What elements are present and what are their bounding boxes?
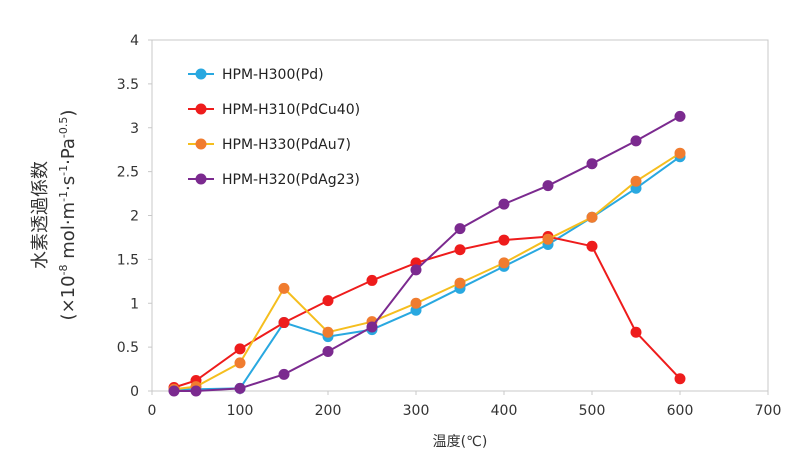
legend-label: HPM-H330(PdAu7)	[222, 137, 351, 153]
data-point	[234, 343, 246, 355]
x-tick-label: 300	[403, 403, 430, 419]
x-tick-label: 500	[579, 403, 606, 419]
y-tick-label: 1.5	[117, 252, 139, 268]
y-tick-label: 0.5	[117, 340, 139, 356]
data-point	[674, 373, 686, 385]
legend-marker-swatch	[195, 103, 207, 115]
data-point	[322, 346, 334, 358]
data-point	[454, 244, 466, 256]
data-point	[674, 147, 686, 159]
x-tick-label: 700	[755, 403, 782, 419]
series-line	[173, 155, 681, 392]
x-tick-label: 100	[227, 403, 254, 419]
legend-label: HPM-H300(Pd)	[222, 67, 324, 83]
y-axis-title-line2: (×10-8 mol·m-1·s-1·Pa-0.5)	[57, 110, 79, 321]
data-point	[234, 382, 246, 394]
y-axis: 0 0.5 1 1.5 2 2.5 3 3.5 4	[117, 33, 152, 400]
data-point	[366, 321, 378, 333]
data-point	[630, 135, 642, 147]
legend-item: HPM-H320(PdAg23)	[188, 172, 360, 188]
plot-area-frame	[151, 39, 769, 392]
data-point	[630, 175, 642, 187]
data-point	[322, 326, 334, 338]
x-axis-title: 温度(℃)	[433, 434, 488, 450]
data-point	[586, 158, 598, 170]
series-3	[168, 110, 686, 397]
x-tick-label: 200	[315, 403, 342, 419]
x-axis: 0 100 200 300 400 500 600 700	[148, 391, 782, 419]
data-point	[366, 274, 378, 286]
y-tick-label: 3	[130, 121, 139, 137]
data-point	[498, 198, 510, 210]
data-point	[278, 368, 290, 380]
data-point	[168, 385, 180, 397]
data-point	[410, 297, 422, 309]
legend-item: HPM-H330(PdAu7)	[188, 137, 351, 153]
data-point	[278, 317, 290, 329]
data-point	[278, 282, 290, 294]
series-2	[168, 147, 686, 395]
x-tick-label: 600	[667, 403, 694, 419]
legend-marker-swatch	[195, 68, 207, 80]
data-point	[190, 385, 202, 397]
y-tick-label: 3.5	[117, 77, 139, 93]
data-point	[454, 277, 466, 289]
series-layer	[168, 110, 686, 397]
y-tick-label: 4	[130, 33, 139, 49]
x-tick-label: 0	[148, 403, 157, 419]
data-point	[586, 240, 598, 252]
data-point	[498, 234, 510, 246]
series-1	[168, 231, 686, 393]
data-point	[498, 257, 510, 269]
legend-item: HPM-H310(PdCu40)	[188, 102, 360, 118]
y-tick-label: 0	[130, 384, 139, 400]
x-tick-label: 400	[491, 403, 518, 419]
data-point	[454, 223, 466, 235]
data-point	[630, 326, 642, 338]
data-point	[586, 211, 598, 223]
data-point	[322, 295, 334, 307]
legend-marker-swatch	[195, 173, 207, 185]
data-point	[234, 357, 246, 369]
y-tick-label: 1	[130, 296, 139, 312]
data-point	[410, 264, 422, 276]
series-line	[174, 115, 681, 392]
data-point	[542, 233, 554, 245]
legend-marker-swatch	[195, 138, 207, 150]
data-point	[542, 180, 554, 192]
data-point	[674, 110, 686, 122]
legend-label: HPM-H310(PdCu40)	[222, 102, 360, 118]
y-axis-title-line1: 水素透過係数	[30, 161, 51, 269]
y-tick-label: 2	[130, 209, 139, 225]
legend-item: HPM-H300(Pd)	[188, 67, 324, 83]
legend-label: HPM-H320(PdAg23)	[222, 172, 360, 188]
legend: HPM-H300(Pd) HPM-H310(PdCu40) HPM-H330(PdA…	[188, 67, 360, 188]
y-tick-label: 2.5	[117, 165, 139, 181]
y-axis-title: 水素透過係数 (×10-8 mol·m-1·s-1·Pa-0.5)	[30, 110, 79, 321]
